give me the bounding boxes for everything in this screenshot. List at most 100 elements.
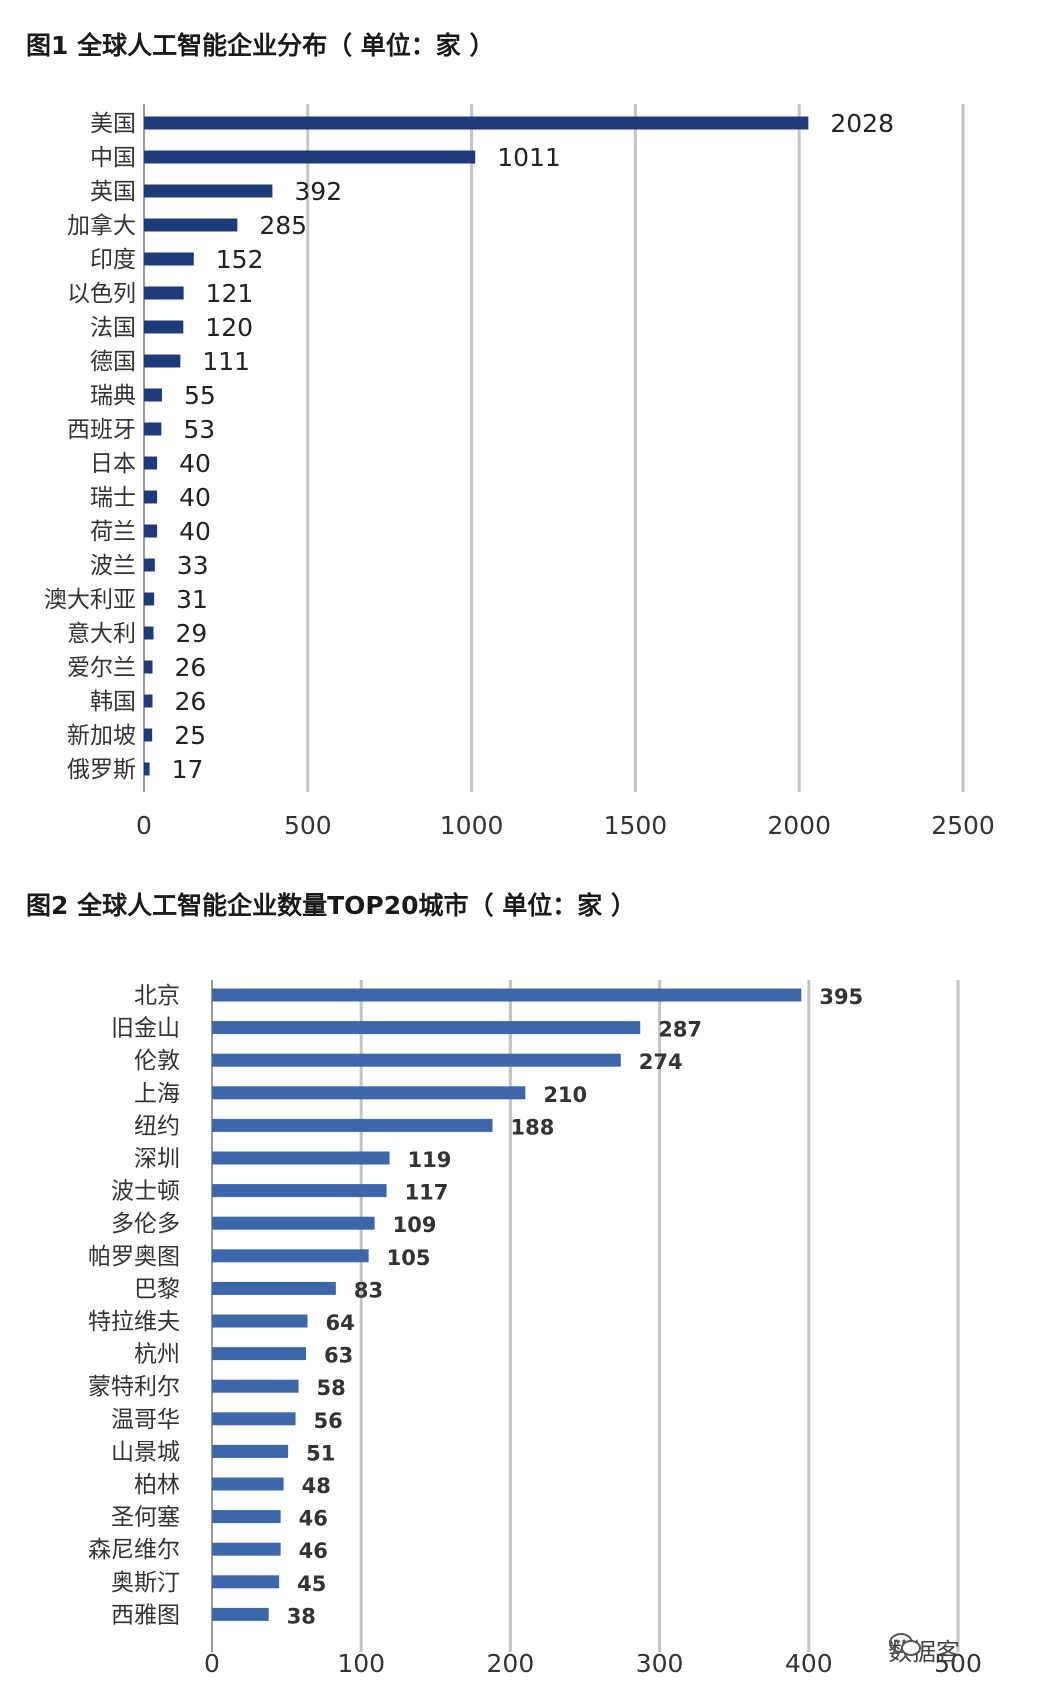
chart2-data-label: 46 <box>299 1539 328 1563</box>
chart2-category-label: 特拉维夫 <box>88 1309 180 1335</box>
watermark: 数据客 <box>888 1632 960 1667</box>
chart1-bar <box>144 184 273 198</box>
chart2-category-label: 温哥华 <box>111 1407 180 1433</box>
chart2-bar <box>212 1053 621 1067</box>
chart1-data-label: 285 <box>259 211 307 240</box>
chart1-bar <box>144 320 184 334</box>
chart2-bar <box>212 1575 280 1589</box>
chart1-bar <box>144 524 158 538</box>
chart2-bar <box>212 1151 390 1165</box>
chart2-tick-label: 400 <box>785 1649 833 1678</box>
chart2-category-label: 西雅图 <box>111 1602 180 1628</box>
chart2-data-label: 51 <box>306 1441 335 1465</box>
chart2-bar <box>212 1444 289 1458</box>
chart2-data-label: 119 <box>408 1148 452 1172</box>
chart2-data-label: 188 <box>510 1115 554 1139</box>
chart2-category-label: 北京 <box>134 983 180 1009</box>
chart1-bar <box>144 252 194 266</box>
chart2-bar <box>212 1379 299 1393</box>
chart1-bar <box>144 490 158 504</box>
chart1-bar <box>144 422 162 436</box>
chart1-category-label: 意大利 <box>67 621 136 647</box>
chart2-data-label: 46 <box>299 1507 328 1531</box>
chart2-category-label: 圣何塞 <box>111 1505 180 1531</box>
chart1-category-label: 新加坡 <box>67 723 136 749</box>
chart1-bar <box>144 762 150 776</box>
chart2-category-label: 多伦多 <box>111 1211 180 1237</box>
chart2-data-label: 105 <box>387 1246 431 1270</box>
chart1-data-label: 26 <box>175 653 207 682</box>
chart1-data-label: 40 <box>179 517 211 546</box>
chart1-bar <box>144 286 184 300</box>
chart2-tick-label: 100 <box>337 1649 385 1678</box>
chart2-category-label: 奥斯汀 <box>111 1570 180 1596</box>
chart1-bar <box>144 592 155 606</box>
chart1-category-label: 印度 <box>90 247 136 273</box>
chart2-category-label: 柏林 <box>134 1472 180 1498</box>
chart2-bar <box>212 988 802 1002</box>
chart2-bar <box>212 1118 493 1132</box>
chart2-data-label: 395 <box>819 985 863 1009</box>
chart2-bar <box>212 1412 296 1426</box>
chart2: 0 100 200 300 400 500 北京 395 旧金山 287 伦敦 274 上海 210 纽约 1… <box>88 980 982 1678</box>
chart1-category-label: 美国 <box>90 111 136 137</box>
chart2-bar <box>212 1510 281 1524</box>
chart1-bar <box>144 150 476 164</box>
chart2-bar <box>212 1281 336 1295</box>
chart1-bar <box>144 694 153 708</box>
chart2-data-label: 63 <box>324 1344 353 1368</box>
chart1-tick-label: 1000 <box>440 811 504 840</box>
chart2-category-label: 森尼维尔 <box>88 1537 180 1563</box>
chart1-data-label: 1011 <box>497 143 561 172</box>
chart1-bar <box>144 558 155 572</box>
chart1-category-label: 荷兰 <box>90 519 136 545</box>
chart2-data-label: 56 <box>314 1409 343 1433</box>
chart1-category-label: 瑞士 <box>90 485 136 511</box>
chart1-tick-label: 2500 <box>931 811 995 840</box>
chart1-data-label: 40 <box>179 483 211 512</box>
chart2-category-label: 波士顿 <box>111 1179 180 1205</box>
chart1-bar <box>144 116 809 130</box>
chart2-data-label: 64 <box>325 1311 354 1335</box>
chart2-category-label: 深圳 <box>134 1146 180 1172</box>
chart1-data-label: 26 <box>175 687 207 716</box>
chart1-data-label: 111 <box>202 347 250 376</box>
chart2-bar <box>212 1314 308 1328</box>
chart2-tick-label: 300 <box>636 1649 684 1678</box>
chart1-data-label: 31 <box>176 585 208 614</box>
chart2-data-label: 48 <box>302 1474 331 1498</box>
chart2-data-label: 109 <box>393 1213 437 1237</box>
chart2-data-label: 210 <box>543 1083 587 1107</box>
chart2-category-label: 山景城 <box>111 1439 180 1465</box>
chart1-category-label: 法国 <box>90 315 136 341</box>
chart2-data-label: 58 <box>317 1376 346 1400</box>
chart1-category-label: 英国 <box>90 179 136 205</box>
chart1-bar <box>144 388 163 402</box>
chart2-category-label: 旧金山 <box>111 1016 180 1042</box>
chart1-category-label: 韩国 <box>90 689 136 715</box>
chart2-bar <box>212 1086 526 1100</box>
chart2-data-label: 117 <box>405 1181 449 1205</box>
chart1-category-label: 以色列 <box>67 281 136 307</box>
chart1-category-label: 日本 <box>90 451 136 477</box>
chart1-category-label: 加拿大 <box>67 212 136 239</box>
chart1-data-label: 53 <box>183 415 215 444</box>
chart2-data-label: 83 <box>354 1278 383 1302</box>
chart1-category-label: 瑞典 <box>90 383 136 409</box>
chart1-bar <box>144 626 154 640</box>
chart2-bar <box>212 1021 641 1035</box>
chart2-category-label: 杭州 <box>134 1342 180 1368</box>
chart2-bar <box>212 1347 306 1361</box>
chart1-category-label: 中国 <box>90 145 136 171</box>
chart2-category-label: 上海 <box>134 1081 180 1107</box>
chart1-category-label: 爱尔兰 <box>67 655 136 681</box>
chart1-category-label: 俄罗斯 <box>67 757 136 783</box>
chart1-data-label: 152 <box>216 245 264 274</box>
chart1-data-label: 121 <box>206 279 254 308</box>
chart1-category-label: 澳大利亚 <box>44 587 136 613</box>
chart2-bar <box>212 1249 369 1263</box>
chart1-tick-label: 0 <box>136 811 152 840</box>
chart2-data-label: 287 <box>658 1018 702 1042</box>
